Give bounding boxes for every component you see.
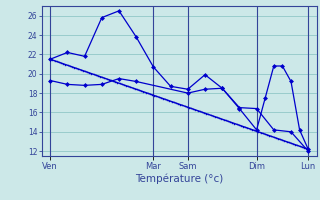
X-axis label: Température (°c): Température (°c) (135, 173, 223, 184)
